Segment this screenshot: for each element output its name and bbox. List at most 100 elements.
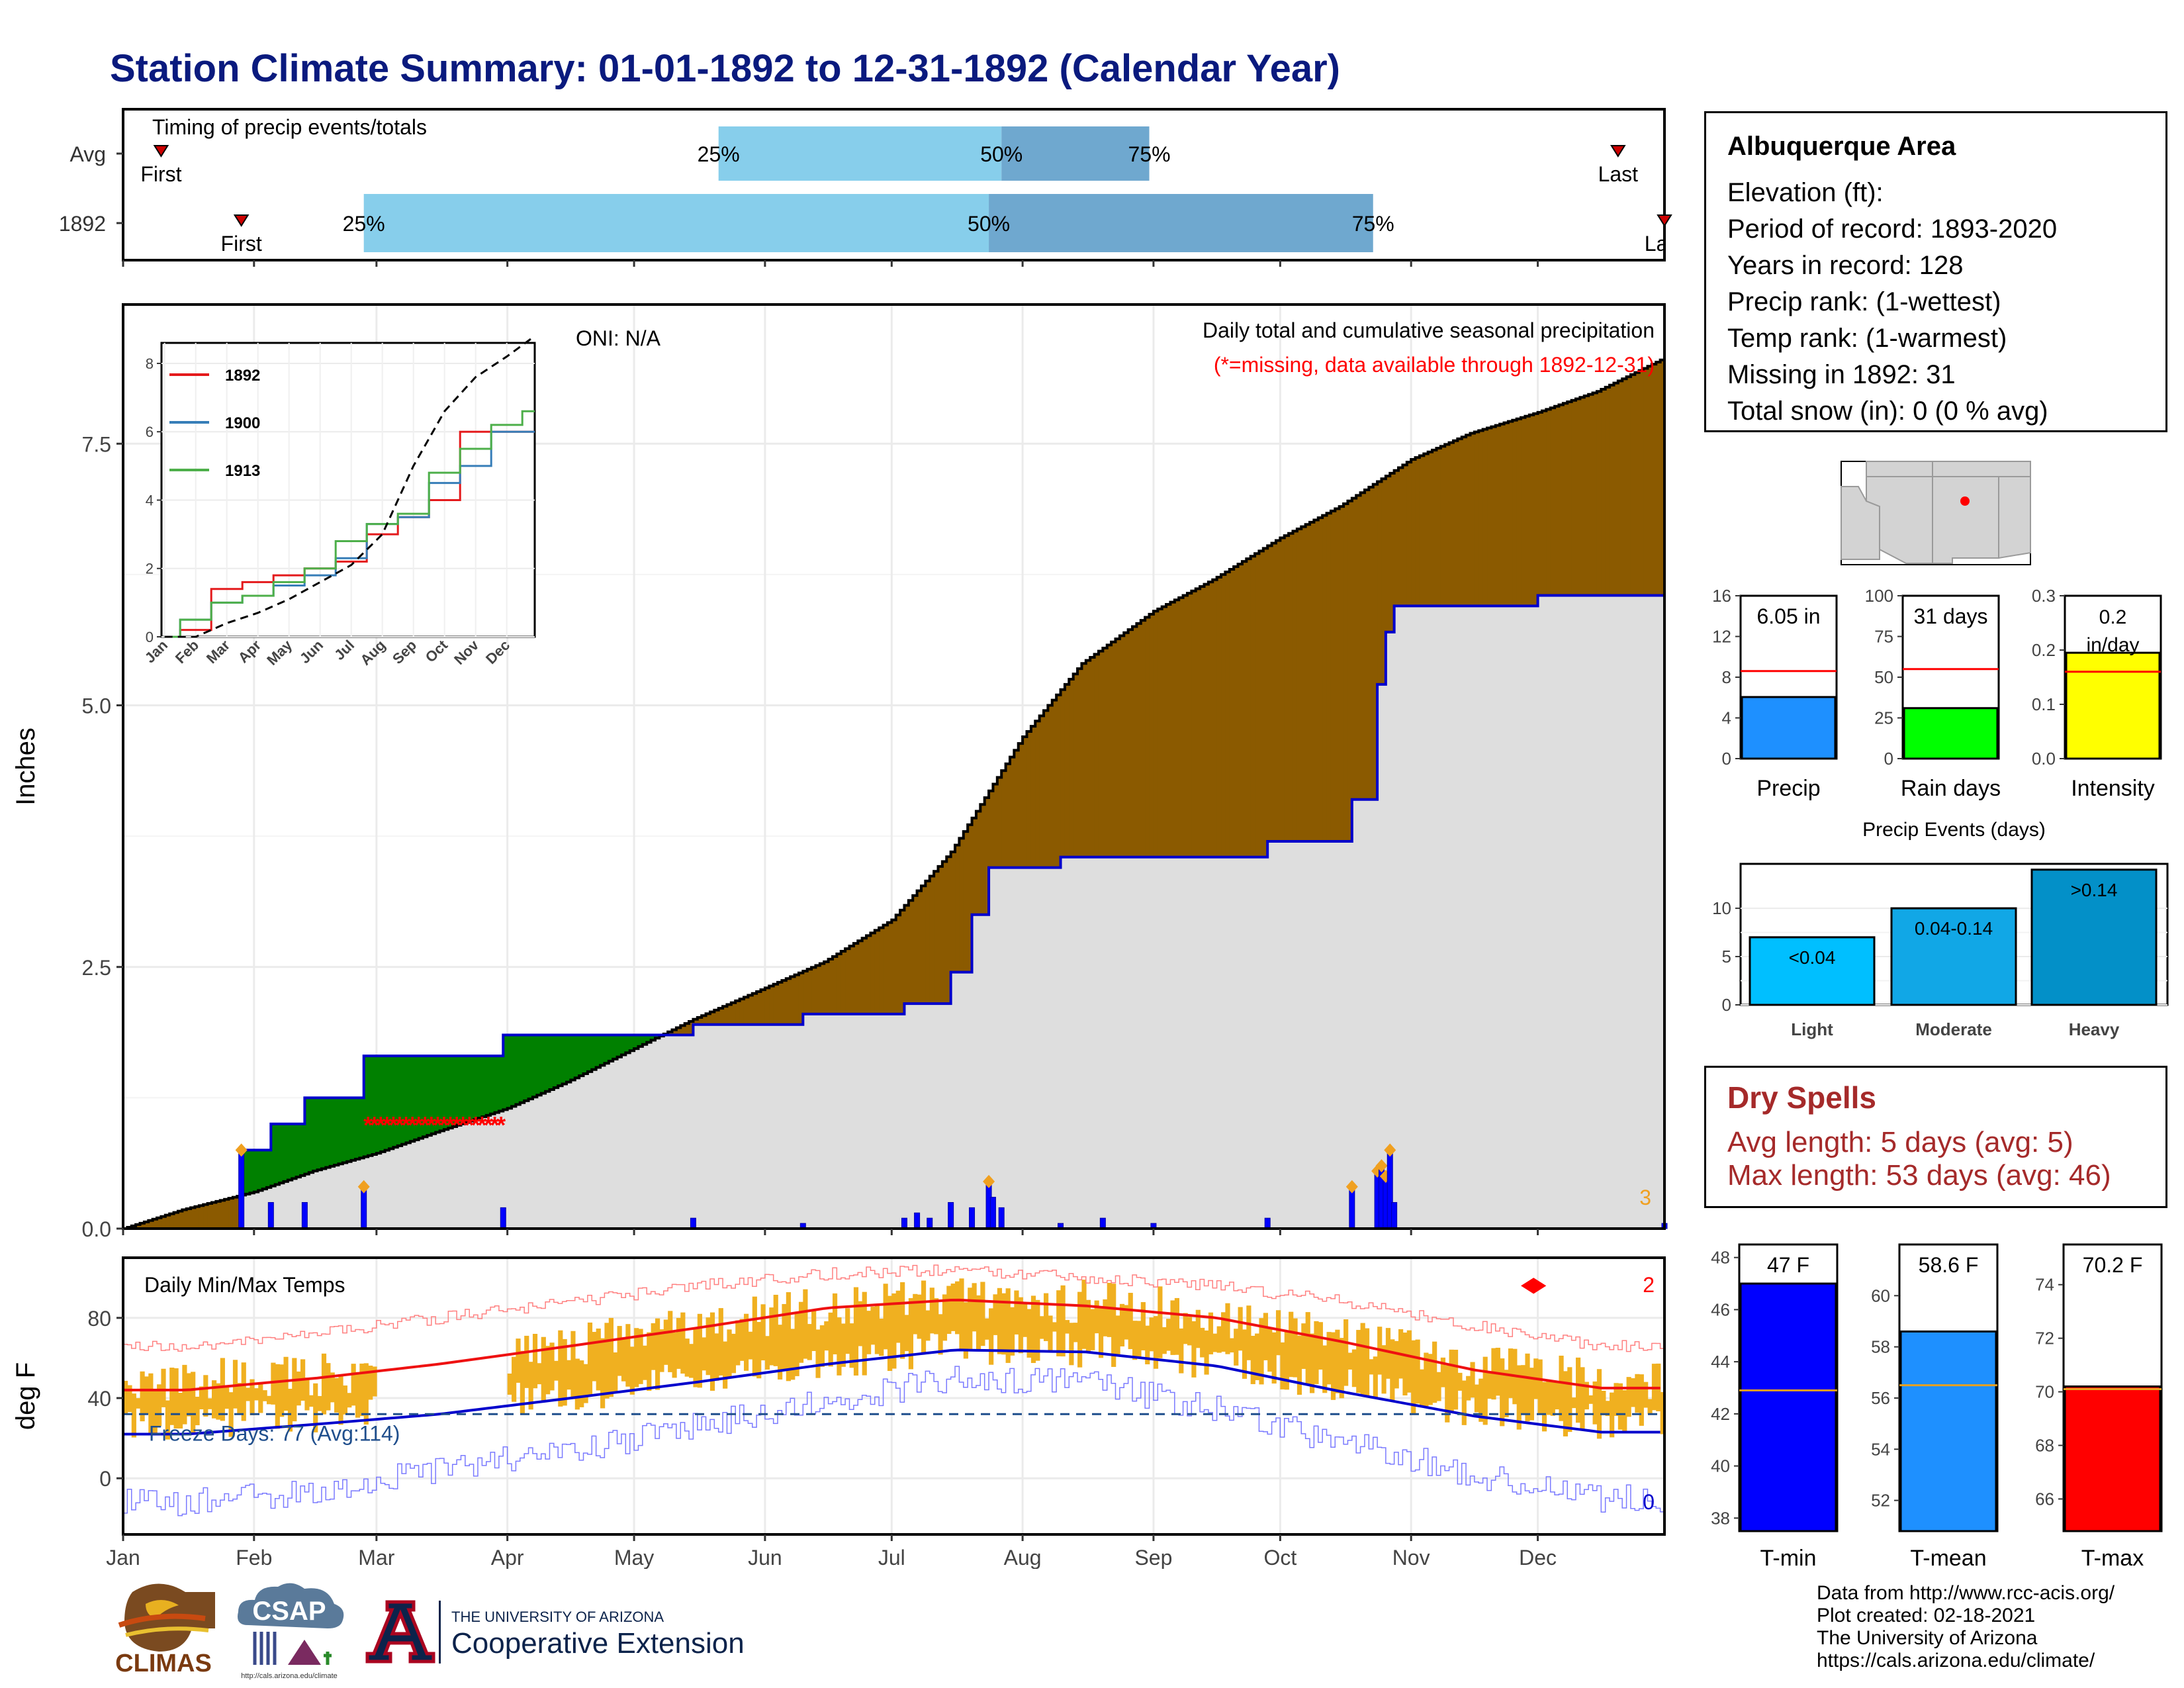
daily-temp-bar	[1158, 1286, 1163, 1358]
temp-rank: Temp rank: (1-warmest)	[1727, 324, 2007, 353]
daily-temp-bar	[237, 1383, 242, 1415]
heavy-event-marker	[357, 1180, 370, 1194]
daily-temp-bar	[313, 1383, 318, 1432]
precip-observed-line	[123, 594, 1664, 1230]
daily-temp-bar	[1234, 1329, 1239, 1366]
daily-temp-bar	[326, 1363, 331, 1411]
normal-max-line	[123, 1298, 1661, 1391]
daily-temp-bar	[1077, 1291, 1083, 1368]
daily-temp-bar	[1305, 1312, 1310, 1384]
month-tick-label: Feb	[236, 1546, 272, 1569]
daily-temp-bar	[1482, 1356, 1488, 1425]
precip-deficit-day	[1639, 370, 1644, 596]
daily-temp-bar	[1537, 1359, 1543, 1415]
timing-p25-label: 25%	[343, 212, 385, 236]
daily-temp-bar	[634, 1328, 639, 1387]
daily-temp-bar	[1200, 1327, 1205, 1358]
summary-y-tick-label: 0.1	[2032, 694, 2056, 714]
station-name: Albuquerque Area	[1727, 132, 1956, 161]
precip-deficit-day	[1390, 473, 1395, 632]
precip-surplus-day	[266, 1150, 271, 1188]
precip-deficit-day	[1369, 487, 1374, 800]
daily-temp-bar	[1546, 1381, 1551, 1415]
precip-deficit-day	[1415, 457, 1420, 606]
ua-small-text: THE UNIVERSITY OF ARIZONA	[451, 1609, 664, 1625]
daily-temp-bar	[617, 1326, 622, 1376]
precip-deficit-day	[1347, 500, 1353, 842]
precip-surplus-day	[482, 1056, 487, 1117]
credit-line: Data from http://www.rcc-acis.org/	[1817, 1582, 2115, 1604]
daily-temp-bar	[997, 1288, 1003, 1354]
precip-deficit-day	[1275, 540, 1281, 842]
daily-temp-bar	[807, 1324, 812, 1360]
daily-temp-bar	[253, 1388, 259, 1401]
summary-bar-precip	[1741, 696, 1837, 760]
daily-temp-bar	[1297, 1335, 1302, 1395]
precip-deficit-day	[714, 1009, 719, 1025]
timing-row-label-avg: Avg	[69, 142, 106, 166]
precip-deficit-day	[1229, 569, 1234, 857]
precip-deficit-day	[1635, 372, 1640, 596]
precip-surplus-day	[435, 1056, 441, 1133]
daily-temp-bar	[1318, 1322, 1323, 1370]
daily-temp-bar	[853, 1287, 859, 1376]
precip-deficit-day	[895, 915, 901, 1014]
daily-temp-bar	[1128, 1293, 1133, 1350]
temp-summary-y-tick-label: 72	[2035, 1329, 2054, 1348]
daily-temp-bar	[676, 1317, 682, 1369]
precip-deficit-day	[874, 930, 880, 1014]
precip-deficit-day	[1044, 710, 1048, 868]
daily-temp-bar	[1580, 1367, 1585, 1429]
precip-deficit-day	[228, 1198, 234, 1229]
daily-temp-bar	[1470, 1362, 1475, 1398]
daily-temp-bar	[955, 1281, 960, 1335]
daily-temp-bar	[1411, 1340, 1416, 1415]
daily-temp-bar	[359, 1363, 365, 1417]
daily-temp-bar	[1385, 1328, 1391, 1379]
daily-temp-bar	[1487, 1372, 1492, 1399]
missing-day-marker: *	[414, 1111, 424, 1139]
summary-bar-rain-days	[1903, 707, 1999, 760]
inset-legend-label: 1913	[225, 462, 260, 480]
daily-temp-bar	[976, 1295, 981, 1350]
precip-deficit-day	[1525, 416, 1530, 606]
precip-deficit-day	[1094, 654, 1099, 857]
daily-temp-bar	[1605, 1401, 1610, 1417]
inset-legend-label: 1900	[225, 414, 260, 432]
timing-last-marker	[1657, 214, 1672, 227]
daily-temp-bar	[1259, 1318, 1264, 1385]
daily-precip-bar	[238, 1149, 245, 1229]
temp-summary-y-tick-label: 48	[1711, 1248, 1730, 1268]
daily-temp-bar	[296, 1371, 301, 1406]
precip-deficit-day	[824, 961, 829, 1014]
precip-deficit-day	[1377, 481, 1383, 684]
precip-deficit-day	[1166, 604, 1171, 857]
daily-temp-bar	[1369, 1359, 1374, 1375]
daily-temp-bar	[697, 1313, 702, 1388]
precip-surplus-day	[250, 1150, 255, 1194]
daily-temp-bar	[199, 1386, 205, 1409]
missing-day-marker: *	[477, 1111, 486, 1139]
summary-y-tick-label: 12	[1712, 627, 1731, 647]
summary-bar-charts: 0 4 8 12 16 6.05 in Precip 0 25 50 75 100 31 days Rai…	[1712, 586, 2162, 801]
precip-surplus-day	[427, 1056, 432, 1136]
events-bar-category: Moderate	[1915, 1019, 1992, 1039]
daily-temp-bar	[663, 1319, 668, 1365]
daily-temp-bar	[790, 1329, 796, 1380]
precip-surplus-day	[414, 1056, 420, 1140]
precip-deficit-day	[1541, 410, 1547, 596]
precip-deficit-day	[1343, 503, 1349, 842]
daily-temp-bar	[1191, 1321, 1197, 1378]
precip-deficit-day	[1225, 571, 1230, 857]
credit-line: Plot created: 02-18-2021	[1817, 1605, 2036, 1626]
precip-deficit-day	[1026, 731, 1032, 868]
daily-temp-bar	[520, 1350, 525, 1414]
precip-deficit-day	[1326, 513, 1332, 842]
precip-surplus-day	[520, 1035, 525, 1103]
temp-corner-min-count: 0	[1643, 1490, 1655, 1514]
daily-temp-bar	[1601, 1390, 1606, 1416]
daily-temp-bar	[1170, 1300, 1175, 1355]
precip-surplus-day	[592, 1035, 597, 1070]
precip-deficit-day	[929, 876, 934, 1004]
daily-temp-bar	[824, 1321, 829, 1351]
